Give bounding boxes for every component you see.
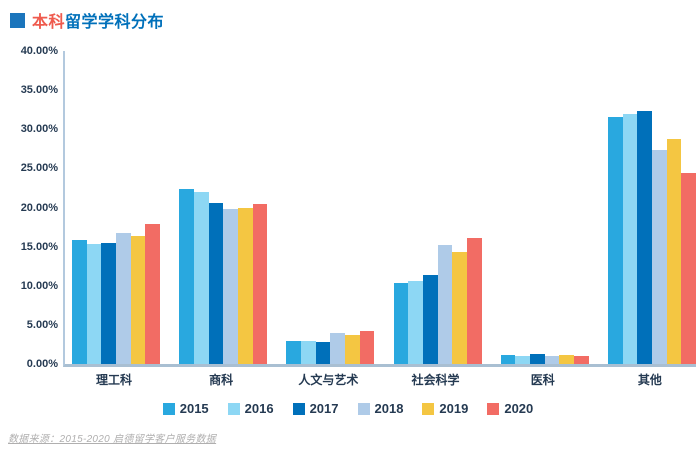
bar-2018 xyxy=(116,233,131,364)
bar-2015 xyxy=(607,116,623,364)
legend-item-2016: 2016 xyxy=(227,401,274,416)
legend-swatch-icon xyxy=(227,402,240,415)
data-source-note: 数据来源：2015-2020 启德留学客户服务数据 xyxy=(8,434,217,445)
y-tick-label: 0.00% xyxy=(26,358,58,370)
legend-item-2018: 2018 xyxy=(357,401,404,416)
bar-2016 xyxy=(193,191,209,364)
bar-2015 xyxy=(72,239,87,364)
legend-swatch-icon xyxy=(487,402,500,415)
bar-2017 xyxy=(530,353,545,364)
bar-2020 xyxy=(681,173,696,364)
x-category-label: 其他 xyxy=(637,373,662,387)
bar-2019 xyxy=(452,252,467,364)
bar-2020 xyxy=(359,331,375,364)
bar-group-4 xyxy=(393,51,482,364)
bar-2017 xyxy=(422,274,438,364)
y-tick-label: 5.00% xyxy=(26,318,58,331)
legend-swatch-icon xyxy=(292,402,305,415)
legend-label: 2020 xyxy=(504,401,534,416)
legend-swatch-icon xyxy=(357,402,370,415)
bar-2019 xyxy=(559,355,575,364)
legend-swatch-icon xyxy=(422,402,435,415)
bar-group-1 xyxy=(72,51,161,364)
x-category-label: 人文与艺术 xyxy=(298,373,359,387)
bar-2016 xyxy=(86,244,102,364)
y-tick-label: 30.00% xyxy=(20,123,58,136)
bar-group-6 xyxy=(607,51,696,364)
bar-group-2 xyxy=(179,51,268,364)
bar-2018 xyxy=(223,209,238,364)
y-tick-label: 15.00% xyxy=(20,240,58,253)
x-axis-category-labels: 理工科 商科 人文与艺术 社会科学 医科 其他 xyxy=(63,371,696,388)
legend-item-2017: 2017 xyxy=(292,401,339,416)
legend-swatch-icon xyxy=(162,402,175,415)
title-bullet-square xyxy=(10,12,25,28)
bar-2015 xyxy=(179,188,194,364)
y-tick-label: 25.00% xyxy=(20,162,58,175)
bar-2018 xyxy=(437,245,453,364)
bar-2015 xyxy=(393,282,409,364)
bar-group-5 xyxy=(500,51,589,364)
bar-2017 xyxy=(208,202,224,364)
y-tick-label: 40.00% xyxy=(20,45,58,57)
legend-label: 2015 xyxy=(179,401,209,416)
x-category-label: 社会科学 xyxy=(411,373,460,387)
legend-item-2015: 2015 xyxy=(162,401,209,416)
bar-2020 xyxy=(145,223,161,364)
bar-2015 xyxy=(500,354,516,364)
bar-2019 xyxy=(237,208,253,364)
bar-2017 xyxy=(315,342,331,364)
legend-label: 2019 xyxy=(439,401,469,416)
chart-title-rest: 留学学科分布 xyxy=(65,14,165,31)
bar-2019 xyxy=(345,335,360,364)
bar-2018 xyxy=(651,150,667,364)
chart-title-prefix: 本科 xyxy=(32,14,66,31)
bar-2020 xyxy=(466,238,482,364)
bar-2019 xyxy=(666,139,682,364)
x-category-label: 理工科 xyxy=(95,373,132,387)
chart-legend: 2015 2016 2017 2018 2019 2020 xyxy=(0,401,696,416)
bar-2016 xyxy=(301,340,316,364)
bar-2019 xyxy=(130,236,146,364)
bar-2018 xyxy=(330,332,346,364)
bar-2020 xyxy=(252,203,268,364)
x-category-label: 医科 xyxy=(530,373,555,387)
bar-2016 xyxy=(408,281,423,364)
legend-label: 2018 xyxy=(374,401,404,416)
bar-2018 xyxy=(544,356,560,364)
x-category-label: 商科 xyxy=(209,373,234,387)
y-tick-label: 20.00% xyxy=(20,201,58,214)
legend-label: 2016 xyxy=(244,401,274,416)
bar-2016 xyxy=(622,113,638,364)
bar-2017 xyxy=(101,242,117,364)
y-tick-label: 35.00% xyxy=(20,84,58,97)
bar-2016 xyxy=(515,356,531,364)
legend-item-2019: 2019 xyxy=(422,401,468,416)
chart-header: 本科留学学科分布 xyxy=(10,8,164,32)
chart-title: 本科留学学科分布 xyxy=(32,8,164,32)
bar-group-3 xyxy=(286,51,375,364)
bar-2017 xyxy=(637,111,652,364)
legend-label: 2017 xyxy=(309,401,339,416)
plot-area xyxy=(63,51,696,367)
bar-2015 xyxy=(286,341,302,364)
y-tick-label: 10.00% xyxy=(20,279,58,292)
bar-2020 xyxy=(574,356,589,364)
y-axis-tick-labels: 0.00% 5.00% 10.00% 15.00% 20.00% 25.00% 30.00%… xyxy=(0,0,58,400)
legend-item-2020: 2020 xyxy=(487,401,533,416)
